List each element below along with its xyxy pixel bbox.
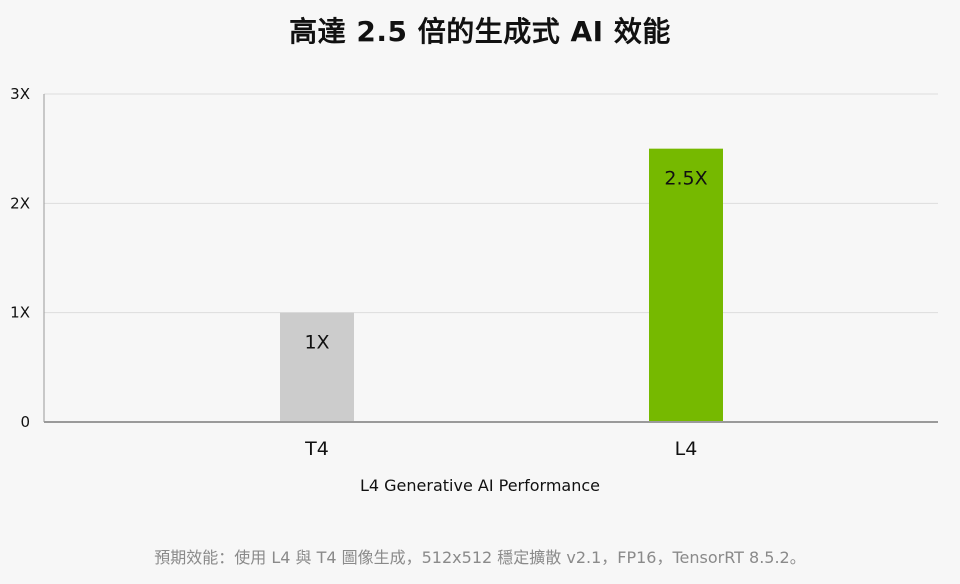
- bars: [280, 148, 723, 422]
- y-tick-label: 2X: [10, 194, 30, 212]
- data-label-t4: 1X: [304, 332, 329, 354]
- y-tick-label: 1X: [10, 304, 30, 322]
- y-tick-label: 3X: [10, 85, 30, 103]
- x-axis-ticks: T4 L4: [304, 438, 697, 460]
- chart-title: 高達 2.5 倍的生成式 AI 效能: [289, 15, 671, 48]
- y-tick-label: 0: [20, 413, 30, 431]
- x-tick-label-t4: T4: [304, 438, 329, 460]
- x-tick-label-l4: L4: [675, 438, 698, 460]
- bar-t4: [280, 312, 354, 422]
- data-label-l4: 2.5X: [664, 168, 707, 190]
- data-labels: 1X 2.5X: [304, 168, 707, 354]
- bar-l4: [649, 148, 723, 422]
- y-axis-ticks: 0 1X 2X 3X: [10, 85, 30, 431]
- footnote: 預期效能：使用 L4 與 T4 圖像生成，512x512 穩定擴散 v2.1，F…: [154, 548, 806, 567]
- gridlines: [44, 93, 938, 314]
- x-axis-label: L4 Generative AI Performance: [359, 476, 601, 495]
